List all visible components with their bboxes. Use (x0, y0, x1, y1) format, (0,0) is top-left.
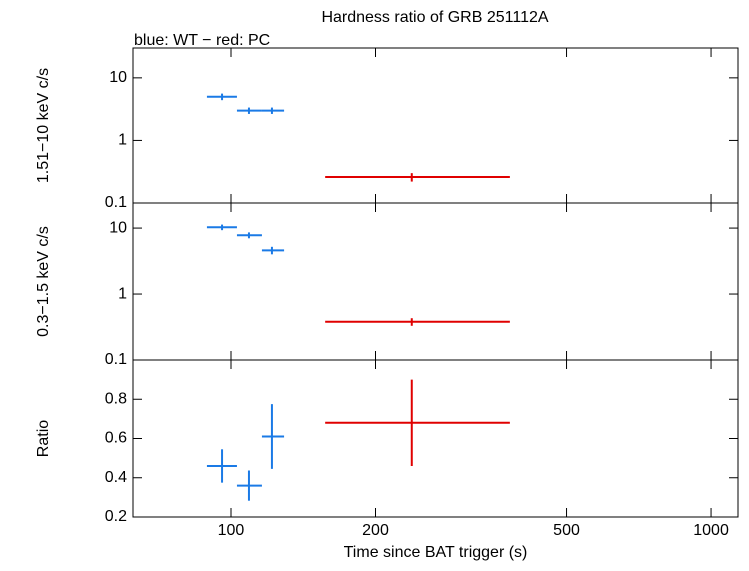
y-tick-label: 10 (109, 69, 127, 86)
y-tick-label: 1 (118, 132, 127, 149)
plot-frame (132, 47, 739, 204)
y-tick-label: 1 (118, 285, 127, 302)
y-tick-label: 0.1 (105, 351, 127, 368)
plot-frame (132, 359, 739, 518)
y-tick-label: 10 (109, 219, 127, 236)
x-axis-label: Time since BAT trigger (s) (344, 544, 528, 561)
chart-title: Hardness ratio of GRB 251112A (321, 9, 548, 26)
x-tick-label: 1000 (693, 522, 729, 539)
y-tick-label: 0.6 (105, 430, 127, 447)
y-tick-label: 0.2 (105, 508, 127, 525)
y-tick-label: 0.8 (105, 390, 127, 407)
x-tick-label: 100 (218, 522, 245, 539)
y-tick-label: 0.1 (105, 194, 127, 211)
y-axis-label: 0.3−1.5 keV c/s (35, 226, 52, 337)
y-tick-label: 0.4 (105, 469, 127, 486)
y-axis-label: Ratio (35, 420, 52, 457)
x-tick-label: 500 (553, 522, 580, 539)
y-axis-label: 1.51−10 keV c/s (35, 68, 52, 183)
chart-subtitle: blue: WT − red: PC (134, 32, 270, 49)
x-tick-label: 200 (362, 522, 389, 539)
